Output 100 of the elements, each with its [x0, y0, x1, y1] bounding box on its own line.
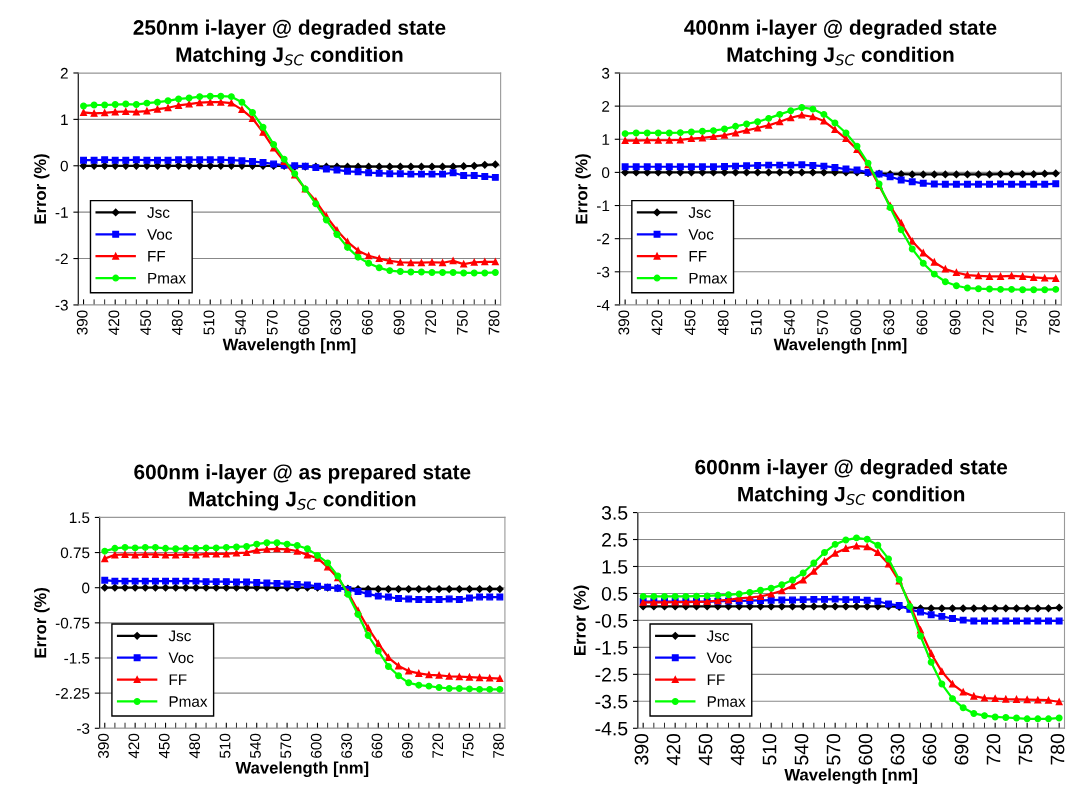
y-tick-label: -3	[596, 266, 610, 278]
x-tick-label: 420	[666, 733, 681, 766]
x-tick-label: 390	[98, 733, 109, 759]
x-tick-label: 420	[108, 310, 120, 335]
x-tick-label: 690	[954, 733, 969, 765]
y-tick-label: 3.5	[601, 506, 628, 520]
y-tick-label: -1.5	[595, 641, 628, 655]
legend-label: Voc	[168, 652, 194, 664]
x-tick-label: 510	[203, 310, 215, 335]
x-tick-label: 630	[330, 310, 342, 335]
x-tick-label: 600	[850, 310, 862, 335]
x-tick-label: 450	[698, 733, 713, 766]
y-tick-label: -1	[596, 200, 610, 212]
x-tick-label: 780	[1050, 733, 1065, 765]
x-tick-label: 690	[949, 310, 961, 335]
x-tick-label: 390	[76, 310, 88, 335]
y-tick-label: -2	[596, 233, 610, 245]
y-tick-label: 0	[82, 582, 90, 594]
x-tick-label: 750	[1015, 310, 1027, 335]
legend-label: Voc	[688, 229, 714, 240]
y-tick-label: 2	[60, 67, 68, 79]
y-axis-title: Error (%)	[33, 154, 50, 224]
x-tick-label: 690	[393, 310, 405, 335]
x-tick-label: 510	[219, 733, 231, 759]
x-tick-label: 720	[425, 310, 437, 335]
legend-label: Voc	[706, 652, 732, 664]
x-tick-label: 570	[280, 733, 292, 759]
y-tick-label: 0	[601, 167, 610, 179]
x-tick-label: 510	[750, 310, 762, 335]
x-tick-label: 420	[651, 310, 663, 335]
x-tick-label: 720	[982, 310, 994, 335]
x-tick-label: 540	[784, 310, 795, 335]
y-tick-label: -4.5	[595, 721, 628, 736]
y-tick-label: 2.5	[602, 532, 628, 547]
x-axis-title: Wavelength [nm]	[784, 768, 918, 784]
x-tick-label: 630	[883, 310, 895, 335]
y-tick-label: 2	[602, 100, 610, 112]
x-tick-label: 600	[298, 310, 310, 335]
legend-label: Pmax	[689, 272, 728, 284]
y-tick-label: -2.25	[55, 688, 90, 699]
y-tick-label: -1.5	[64, 653, 90, 664]
x-tick-label: 390	[618, 310, 630, 335]
y-tick-label: 1	[61, 114, 68, 125]
x-tick-label: 690	[401, 733, 413, 758]
y-tick-label: -0.75	[55, 617, 90, 629]
y-tick-label: 1	[602, 134, 610, 145]
x-tick-label: 660	[371, 733, 383, 758]
y-axis-title: Error (%)	[575, 154, 591, 224]
legend-label: FF	[707, 674, 725, 685]
legend-label: Voc	[147, 229, 173, 240]
x-tick-label: 480	[189, 733, 201, 759]
x-tick-label: 660	[922, 733, 937, 765]
x-tick-label: 570	[266, 310, 278, 335]
y-tick-label: -1	[55, 207, 68, 218]
x-tick-label: 390	[634, 733, 649, 765]
x-tick-label: 750	[462, 733, 474, 758]
legend-label: Jsc	[688, 207, 711, 218]
legend-label: Pmax	[707, 696, 746, 707]
x-tick-label: 750	[1018, 733, 1033, 765]
x-axis-title: Wavelength [nm]	[222, 338, 356, 354]
y-axis-title: Error (%)	[573, 585, 590, 655]
x-tick-label: 780	[488, 310, 500, 335]
x-tick-label: 570	[826, 733, 841, 765]
x-tick-label: 450	[158, 733, 170, 759]
chart-title: 600nm i-layer @ as prepared state Matching J$_{SC}$ condition	[134, 464, 471, 511]
x-tick-label: 600	[858, 733, 873, 765]
y-tick-label: 1.5	[602, 560, 628, 574]
x-tick-label: 480	[171, 310, 183, 335]
x-tick-label: 780	[1049, 310, 1060, 335]
x-tick-label: 780	[493, 733, 504, 758]
x-tick-label: 450	[684, 310, 696, 335]
chart-title: 400nm i-layer @ degraded state Matching J$_{SC}$ condition	[684, 19, 997, 67]
chart-title: 250nm i-layer @ degraded state Matching J$_{SC}$ condition	[133, 19, 446, 67]
x-tick-label: 450	[140, 310, 151, 335]
legend-label: Jsc	[706, 630, 730, 642]
legend-label: FF	[169, 674, 187, 685]
chart-title: 600nm i-layer @ degraded state Matching J$_{SC}$ condition	[695, 459, 1008, 506]
x-tick-label: 720	[432, 733, 444, 758]
y-axis-title: Error (%)	[34, 588, 50, 658]
x-axis-title: Wavelength [nm]	[773, 338, 907, 354]
y-tick-label: 3	[601, 67, 610, 79]
y-tick-label: -3.5	[595, 694, 628, 709]
legend-label: Pmax	[169, 696, 208, 707]
y-tick-label: -3	[77, 723, 90, 734]
y-tick-label: 0.5	[601, 586, 628, 601]
x-tick-label: 750	[456, 310, 468, 335]
x-tick-label: 510	[762, 733, 777, 765]
x-tick-label: 720	[986, 733, 1001, 765]
x-tick-label: 540	[235, 310, 247, 335]
x-tick-label: 570	[817, 310, 828, 335]
y-tick-label: 1.5	[69, 512, 90, 524]
x-axis-title: Wavelength [nm]	[235, 761, 369, 778]
y-tick-label: -2	[55, 253, 68, 265]
legend-label: Jsc	[147, 207, 170, 218]
x-tick-label: 630	[341, 733, 352, 758]
legend-label: Jsc	[168, 630, 191, 642]
y-tick-label: -4	[596, 299, 610, 311]
legend-label: FF	[148, 251, 166, 262]
x-tick-label: 480	[730, 733, 745, 766]
y-tick-label: -3	[55, 299, 68, 311]
